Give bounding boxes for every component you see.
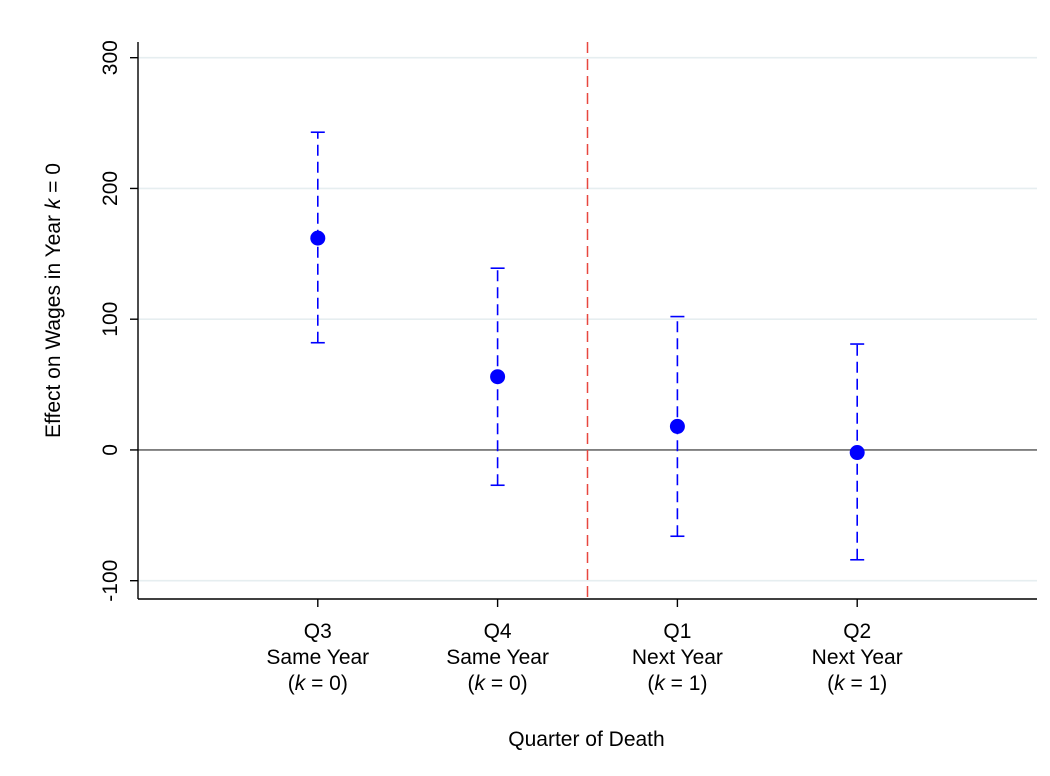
label-run: Q3 [304,620,332,643]
x-tick-label-line: (k = 0) [468,672,528,695]
y-axis-title: Effect on Wages in Year k = 0 [42,163,65,438]
data-point [849,445,865,461]
data-point [669,418,685,434]
label-run: k [42,197,65,209]
point-estimates [310,230,865,461]
label-run: ( [647,672,654,695]
x-tick-label-line: Q4 [484,620,512,643]
label-run: Q1 [663,620,691,643]
x-tick-label-line: Q3 [304,620,332,643]
label-run: ( [468,672,475,695]
x-tick-label-line: Next Year [812,646,903,669]
label-run: Next Year [812,646,903,669]
y-tick-label: 200 [99,171,122,206]
reference-lines [138,42,1037,599]
x-tick-label-line: Same Year [266,646,369,669]
label-run: = 1) [665,672,708,695]
axes [130,42,1037,607]
y-tick-label: 100 [99,302,122,337]
data-point [490,369,506,385]
label-run: = 1) [845,672,888,695]
label-run: Next Year [632,646,723,669]
label-run: = 0 [42,163,65,199]
label-run: ( [288,672,295,695]
x-tick-label-line: Next Year [632,646,723,669]
x-tick-label-line: Q1 [663,620,691,643]
x-tick-label-line: Q2 [843,620,871,643]
label-run: k [475,672,487,695]
label-run: k [295,672,307,695]
x-tick-label-line: (k = 1) [827,672,887,695]
y-tick-label: -100 [99,560,122,602]
label-run: = 0) [485,672,528,695]
x-tick-label-line: (k = 0) [288,672,348,695]
label-run: = 0) [305,672,348,695]
label-run: ( [827,672,834,695]
data-point [310,230,326,246]
label-run: Q2 [843,620,871,643]
x-tick-label-line: Same Year [446,646,549,669]
label-run: k [834,672,846,695]
label-run: Q4 [484,620,512,643]
label-run: Effect on Wages in Year [42,209,65,438]
label-run: k [654,672,666,695]
y-tick-label: 300 [99,40,122,75]
y-tick-label: 0 [99,444,122,456]
x-tick-label-line: (k = 1) [647,672,707,695]
label-run: Same Year [446,646,549,669]
axis-titles: Quarter of Death Effect on Wages in Year … [42,163,665,751]
x-axis-title: Quarter of Death [508,728,664,751]
label-run: Same Year [266,646,369,669]
